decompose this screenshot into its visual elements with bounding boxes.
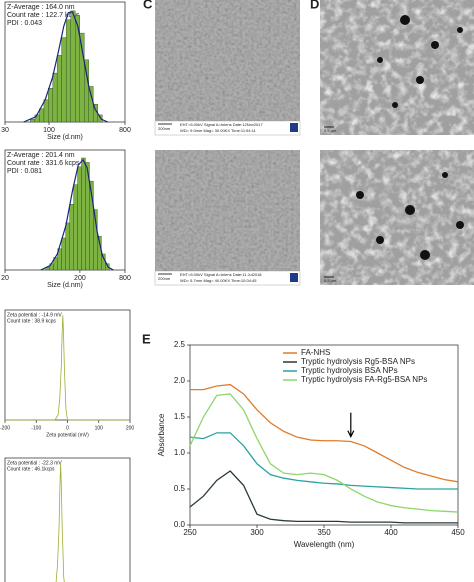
series-line bbox=[190, 383, 459, 483]
x-tick-label: 300 bbox=[250, 528, 264, 537]
series-line bbox=[55, 464, 65, 582]
histogram-bar bbox=[39, 108, 45, 123]
info-text: Zeta potential : -14.9 mV bbox=[7, 312, 62, 318]
x-axis-label: Size (d.nm) bbox=[47, 134, 83, 141]
x-tick-label: 450 bbox=[451, 528, 465, 537]
info-text: Count rate : 38.9 kcps bbox=[7, 318, 56, 324]
info-line: EHT=5.00kV Signal A=Inlens Date:12Nov201… bbox=[180, 122, 263, 127]
x-tick-label: 800 bbox=[119, 275, 131, 282]
histogram-bar bbox=[61, 37, 67, 123]
histogram-bar bbox=[77, 166, 82, 271]
info-line: EHT=5.00kV Signal A=Inlens Date:11 Jul20… bbox=[180, 272, 262, 277]
info-text: Count rate : 331.6 kcps bbox=[7, 160, 80, 167]
info-text: Count rate : 46.1kcps bbox=[7, 466, 55, 472]
x-tick-label: 100 bbox=[43, 127, 55, 134]
y-tick-label: 1.0 bbox=[174, 448, 186, 457]
info-text: PDI : 0.081 bbox=[7, 168, 42, 175]
x-tick-label: 250 bbox=[183, 528, 197, 537]
x-tick-label: 20 bbox=[1, 275, 9, 282]
y-axis-label: Absorbance bbox=[157, 413, 166, 456]
histogram-bar bbox=[65, 222, 70, 271]
x-tick-label: 100 bbox=[95, 425, 104, 431]
histogram-bar bbox=[81, 157, 86, 271]
tem-image-1: 0.5 µm bbox=[320, 0, 474, 135]
legend-label: Tryptic hydrolysis FA-Rg5-BSA NPs bbox=[301, 375, 427, 384]
x-tick-label: 400 bbox=[384, 528, 398, 537]
x-tick-label: 0 bbox=[66, 425, 69, 431]
x-tick-label: 350 bbox=[317, 528, 331, 537]
fit-curve bbox=[23, 11, 109, 123]
histogram-bar bbox=[88, 86, 94, 123]
x-tick-label: -100 bbox=[31, 425, 41, 431]
info-text: Count rate : 122.7 kcps bbox=[7, 12, 80, 19]
series-line bbox=[5, 315, 130, 421]
series-line bbox=[189, 432, 458, 490]
y-tick-label: 0.5 bbox=[174, 484, 186, 493]
plot-frame bbox=[4, 309, 131, 421]
legend-label: FA-NHS bbox=[301, 348, 330, 357]
series-line bbox=[189, 470, 458, 524]
fit-curve bbox=[40, 158, 114, 271]
panel-label: C bbox=[143, 0, 153, 11]
x-axis-label: Zeta potential (mV) bbox=[46, 432, 89, 438]
plot-frame bbox=[4, 457, 131, 582]
y-tick-label: 2.0 bbox=[174, 376, 186, 385]
x-tick-label: -200 bbox=[0, 425, 10, 431]
scale-label: 0.5 µm bbox=[324, 278, 337, 283]
y-tick-label: 1.5 bbox=[174, 412, 186, 421]
x-axis-label: Size (d.nm) bbox=[47, 282, 83, 289]
histogram-bar bbox=[65, 19, 71, 123]
info-text: Zeta potential : -22.3 mV bbox=[7, 460, 62, 466]
sem-image-1: 200nm EHT=5.00kV Signal A=Inlens Date:12… bbox=[154, 0, 301, 136]
scale-label: 0.5 µm bbox=[324, 128, 337, 133]
x-tick-label: 200 bbox=[126, 425, 135, 431]
histogram-bar bbox=[43, 99, 49, 123]
histogram-bar bbox=[34, 114, 40, 123]
tem-image-2: 0.5 µm bbox=[320, 150, 474, 285]
y-tick-label: 0.0 bbox=[174, 520, 186, 529]
info-line: WD= 5.7mm Mag= 40.00KX Time:10:04:45 bbox=[180, 278, 257, 283]
histogram-bar bbox=[56, 55, 62, 123]
series-line bbox=[189, 393, 459, 513]
legend-label: Tryptic hydrolysis Rg5-BSA NPs bbox=[301, 357, 415, 366]
legend-label: Tryptic hydrolysis BSA NPs bbox=[301, 366, 398, 375]
panel-label: E bbox=[142, 331, 151, 346]
histogram-bar bbox=[69, 204, 74, 271]
x-tick-label: 30 bbox=[1, 127, 9, 134]
x-tick-label: 800 bbox=[119, 127, 131, 134]
histogram-bar bbox=[48, 88, 54, 123]
info-text: Z-Average : 164.0 nm bbox=[7, 4, 75, 11]
arrow bbox=[347, 412, 355, 438]
scale-label: 200nm bbox=[158, 276, 171, 281]
info-text: PDI : 0.043 bbox=[7, 20, 42, 27]
histogram-bar bbox=[52, 72, 58, 123]
scale-label: 200nm bbox=[158, 126, 171, 131]
sem-image-2: 200nm EHT=5.00kV Signal A=Inlens Date:11… bbox=[154, 150, 301, 286]
histogram-bar bbox=[30, 119, 36, 123]
x-tick-label: 200 bbox=[74, 275, 86, 282]
histogram-bar bbox=[70, 10, 76, 123]
histogram-bar bbox=[61, 237, 66, 271]
y-tick-label: 2.5 bbox=[174, 340, 186, 349]
histogram-bar bbox=[105, 263, 110, 271]
panel-label: D bbox=[310, 0, 319, 11]
histogram-bar bbox=[84, 59, 89, 123]
histogram-bar bbox=[97, 114, 103, 123]
info-line: WD= 9.0mm Mag= 30.00KX Time:11:54:11 bbox=[180, 128, 257, 133]
histogram-bar bbox=[73, 184, 78, 271]
info-text: Z-Average : 201.4 nm bbox=[7, 152, 75, 159]
x-axis-label: Wavelength (nm) bbox=[294, 540, 355, 549]
